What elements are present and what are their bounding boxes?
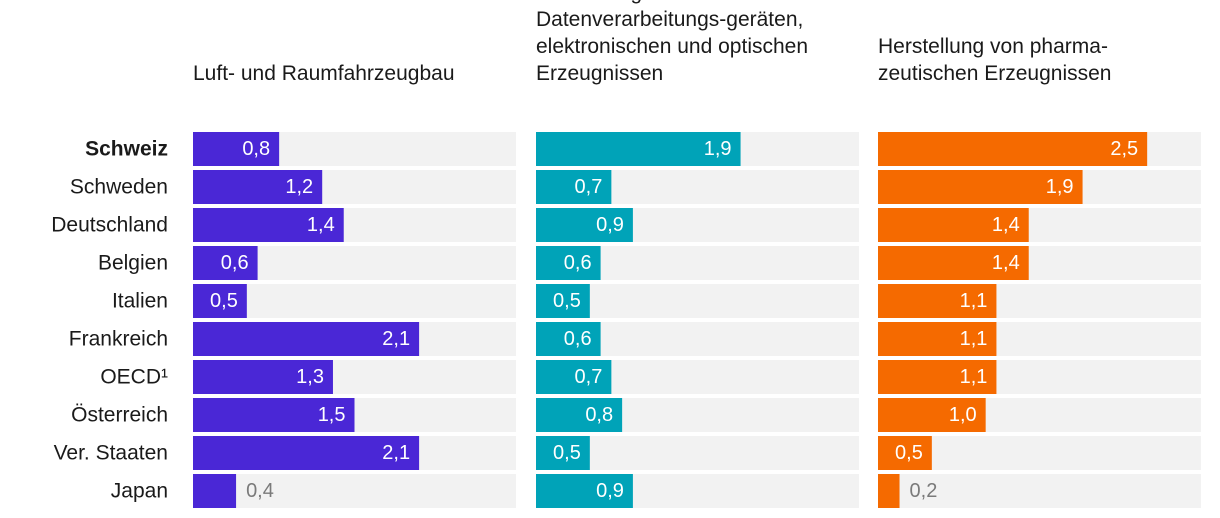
bar xyxy=(536,284,590,318)
data-label: 0,8 xyxy=(242,138,270,160)
data-label: 0,9 xyxy=(596,480,624,502)
data-label: 2,1 xyxy=(382,442,410,464)
bar xyxy=(878,246,1029,280)
bar xyxy=(536,436,590,470)
data-label: 0,5 xyxy=(553,290,581,312)
data-label: 1,0 xyxy=(949,404,977,426)
bar xyxy=(193,284,247,318)
data-label: 1,4 xyxy=(307,214,335,236)
panel-title-line: Luft- und Raumfahrzeugbau xyxy=(193,62,455,85)
bar xyxy=(193,322,420,356)
category-label: OECD¹ xyxy=(100,366,168,389)
bar xyxy=(878,208,1029,242)
bar-track xyxy=(878,474,1201,508)
category-label: Ver. Staaten xyxy=(54,442,168,465)
data-label: 0,6 xyxy=(221,252,249,274)
bar xyxy=(878,284,997,318)
data-label: 1,3 xyxy=(296,366,324,388)
bar xyxy=(193,360,333,394)
bar xyxy=(536,132,741,166)
panel-title-line: Datenverarbeitungs-geräten, xyxy=(536,8,803,31)
bar xyxy=(878,322,997,356)
data-label: 1,1 xyxy=(960,290,988,312)
data-label: 0,5 xyxy=(553,442,581,464)
bar xyxy=(536,246,601,280)
category-label: Italien xyxy=(112,290,168,313)
bar xyxy=(536,474,633,508)
category-label: Schweden xyxy=(70,176,168,199)
panel-title-line: Erzeugnissen xyxy=(536,62,663,85)
bar xyxy=(536,360,612,394)
bar xyxy=(878,436,932,470)
bar xyxy=(878,170,1083,204)
data-label: 1,1 xyxy=(960,328,988,350)
category-label: Schweiz xyxy=(85,138,168,161)
bar xyxy=(193,208,344,242)
bar xyxy=(878,474,900,508)
bar xyxy=(193,474,237,508)
bar xyxy=(536,322,601,356)
bar xyxy=(536,398,623,432)
category-label: Deutschland xyxy=(51,214,168,237)
bar-track xyxy=(193,474,516,508)
panel-title-line: Herstellung von pharma- xyxy=(878,35,1108,58)
bar xyxy=(193,436,420,470)
data-label: 0,2 xyxy=(910,480,938,502)
data-label: 1,5 xyxy=(318,404,346,426)
category-label: Belgien xyxy=(98,252,168,275)
data-label: 1,4 xyxy=(992,214,1020,236)
category-label: Frankreich xyxy=(69,328,168,351)
data-label: 0,7 xyxy=(575,176,603,198)
data-label: 0,8 xyxy=(585,404,613,426)
bar xyxy=(878,398,986,432)
data-label: 1,9 xyxy=(1046,176,1074,198)
data-label: 0,6 xyxy=(564,252,592,274)
panel-title-line: Herstellung von xyxy=(536,0,682,4)
panel-title-line: elektronischen und optischen xyxy=(536,35,808,58)
bar xyxy=(536,208,633,242)
data-label: 1,9 xyxy=(704,138,732,160)
data-label: 0,6 xyxy=(564,328,592,350)
data-label: 0,9 xyxy=(596,214,624,236)
data-label: 1,1 xyxy=(960,366,988,388)
data-label: 0,4 xyxy=(246,480,274,502)
bar xyxy=(193,398,355,432)
bar xyxy=(878,132,1148,166)
category-label: Österreich xyxy=(71,404,168,427)
data-label: 2,5 xyxy=(1110,138,1138,160)
bar xyxy=(193,132,280,166)
data-label: 1,4 xyxy=(992,252,1020,274)
category-label: Japan xyxy=(111,480,168,503)
panel-title-line: zeutischen Erzeugnissen xyxy=(878,62,1111,85)
data-label: 0,7 xyxy=(575,366,603,388)
bar xyxy=(193,170,323,204)
bar xyxy=(193,246,258,280)
bar xyxy=(536,170,612,204)
data-label: 0,5 xyxy=(210,290,238,312)
data-label: 1,2 xyxy=(285,176,313,198)
data-label: 0,5 xyxy=(895,442,923,464)
data-label: 2,1 xyxy=(382,328,410,350)
bar xyxy=(878,360,997,394)
